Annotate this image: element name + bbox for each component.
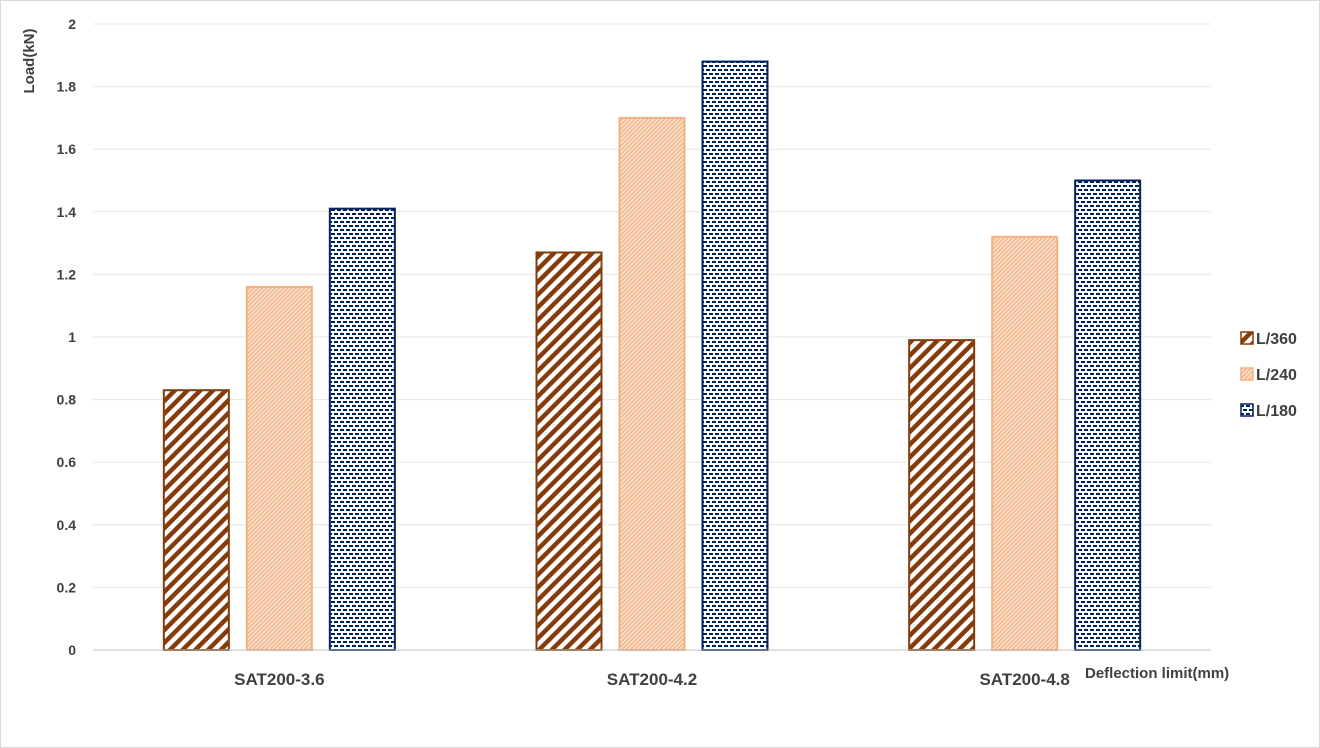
y-tick-label: 1.6 — [57, 141, 77, 157]
bar-l-240-sat200-4-2 — [618, 116, 686, 651]
x-axis-title: Deflection limit(mm) — [1085, 665, 1229, 682]
bar-l-360-sat200-3-6 — [162, 389, 230, 651]
y-tick-label: 1.2 — [57, 266, 77, 282]
y-tick-label: 2 — [68, 16, 76, 32]
y-axis-ticks: 0 0.2 0.4 0.6 0.8 1 1.2 1.4 1.6 1.8 2 — [57, 16, 77, 658]
bar-l-360-sat200-4-2 — [535, 251, 603, 652]
legend-swatch — [1240, 331, 1254, 345]
y-axis-title: Load(kN) — [21, 29, 38, 94]
y-tick-label: 1.8 — [57, 79, 77, 95]
y-tick-label: 0.2 — [57, 579, 77, 595]
legend-label: L/240 — [1256, 367, 1297, 384]
bar-l-180-sat200-4-8 — [1074, 179, 1142, 651]
y-tick-label: 0.8 — [57, 392, 77, 408]
bar-l-180-sat200-4-2 — [701, 60, 769, 652]
legend-label: L/180 — [1256, 403, 1297, 420]
y-tick-label: 1 — [68, 329, 76, 345]
x-category-label: SAT200-3.6 — [234, 670, 324, 689]
category-labels: SAT200-3.6 SAT200-4.2 SAT200-4.8 — [234, 670, 1070, 689]
bar-l-180-sat200-3-6 — [328, 207, 396, 651]
x-category-label: SAT200-4.8 — [979, 670, 1069, 689]
bar-l-240-sat200-3-6 — [245, 285, 313, 651]
bar-l-360-sat200-4-8 — [908, 339, 976, 651]
y-tick-label: 0.4 — [57, 517, 77, 533]
bars — [162, 60, 1142, 652]
bar-l-240-sat200-4-8 — [991, 235, 1059, 651]
x-category-label: SAT200-4.2 — [607, 670, 697, 689]
y-tick-label: 1.4 — [57, 204, 77, 220]
y-tick-label: 0.6 — [57, 454, 77, 470]
legend-swatch — [1240, 403, 1254, 417]
legend: L/360 L/240 L/180 — [1240, 331, 1297, 420]
legend-label: L/360 — [1256, 331, 1297, 348]
legend-swatch — [1240, 367, 1254, 381]
y-tick-label: 0 — [68, 642, 76, 658]
